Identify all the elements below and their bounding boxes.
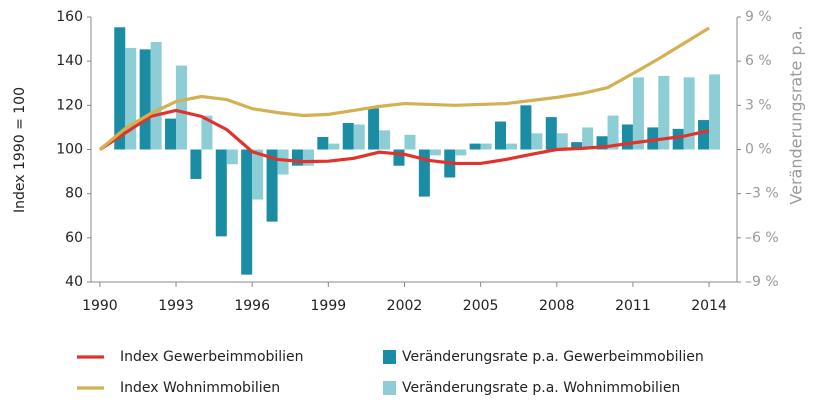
legend-label: Veränderungsrate p.a. Gewerbeimmobilien [402, 349, 704, 365]
y2-tick-label: 9 % [745, 9, 772, 25]
y-tick-label: 60 [65, 230, 83, 246]
line [98, 26, 710, 151]
legend-label: Index Wohnimmobilien [120, 380, 280, 396]
bar [596, 136, 608, 150]
y-tick-label: 100 [56, 142, 83, 158]
bar [455, 149, 467, 156]
x-tick-label: 2008 [539, 298, 575, 314]
x-tick-label: 2014 [691, 298, 727, 314]
legend-swatch [383, 350, 396, 364]
line [99, 108, 710, 166]
legend-swatch [383, 381, 396, 395]
bar [353, 124, 365, 150]
bar [582, 127, 594, 150]
y2-tick-label: 6 % [745, 53, 772, 69]
bar [241, 149, 253, 275]
bar [125, 47, 137, 150]
bar [607, 115, 619, 150]
y2-tick-label: –9 % [745, 274, 779, 290]
x-tick-label: 1990 [82, 298, 118, 314]
bar [215, 149, 227, 237]
bar [165, 118, 177, 150]
bar [379, 130, 391, 150]
bar [201, 115, 213, 150]
bar [418, 149, 430, 197]
bar [495, 121, 507, 150]
y2-tick-label: 3 % [745, 97, 772, 113]
bar [252, 149, 264, 200]
bar [520, 105, 532, 150]
x-tick-label: 2005 [463, 298, 499, 314]
y2-tick-label: 0 % [745, 142, 772, 158]
bar [404, 134, 416, 150]
bar [571, 142, 583, 150]
bar [190, 149, 202, 179]
bar [328, 143, 340, 150]
bar [317, 136, 329, 150]
bar [139, 49, 151, 150]
bar [368, 108, 380, 150]
bar [342, 123, 354, 150]
bar [658, 75, 670, 150]
legend-label: Index Gewerbeimmobilien [120, 349, 304, 365]
y2-tick-label: –6 % [745, 230, 779, 246]
y-axis-label: Index 1990 = 100 [12, 87, 28, 213]
x-tick-label: 1999 [311, 298, 347, 314]
bar [709, 74, 721, 150]
legend-label: Veränderungsrate p.a. Wohnimmobilien [402, 380, 680, 396]
bar [226, 149, 238, 165]
bar [291, 149, 303, 166]
y2-tick-label: –3 % [745, 186, 779, 202]
bar [621, 124, 633, 150]
bar [506, 143, 518, 150]
y-tick-label: 160 [56, 9, 83, 25]
bar [672, 128, 684, 150]
x-tick-label: 1993 [158, 298, 194, 314]
y2-axis-label: Veränderungsrate p.a. [787, 25, 806, 204]
bar [150, 42, 162, 150]
bar [556, 133, 568, 150]
bar [531, 133, 543, 150]
bar [302, 149, 314, 166]
bar [632, 77, 644, 150]
bar [277, 149, 289, 175]
x-tick-label: 2002 [387, 298, 423, 314]
bar [469, 143, 481, 150]
bar [393, 149, 405, 166]
bar [545, 117, 557, 150]
bar [429, 149, 441, 156]
bar [683, 77, 695, 150]
y-tick-label: 40 [65, 274, 83, 290]
bar [176, 65, 188, 150]
bar [480, 143, 492, 150]
bar [698, 120, 710, 150]
y-tick-label: 80 [65, 186, 83, 202]
bar [114, 27, 126, 150]
y-tick-label: 140 [56, 53, 83, 69]
bar [647, 127, 659, 150]
x-tick-label: 1996 [234, 298, 270, 314]
x-tick-label: 2011 [615, 298, 651, 314]
y-tick-label: 120 [56, 97, 83, 113]
bar [266, 149, 278, 222]
